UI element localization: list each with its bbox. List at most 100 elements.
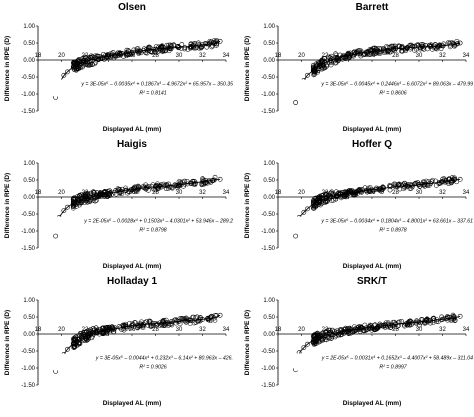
y-tick-label: 0.00 bbox=[23, 195, 35, 201]
y-tick-label: -1.00 bbox=[21, 366, 35, 372]
data-point bbox=[217, 38, 223, 44]
y-tick-label: 0.50 bbox=[263, 41, 275, 47]
data-point bbox=[406, 319, 412, 324]
chart-title: Holladay 1 bbox=[107, 276, 157, 287]
data-point bbox=[374, 185, 379, 191]
x-axis-label: Displayed AL (mm) bbox=[343, 126, 402, 133]
data-point bbox=[312, 72, 317, 77]
regression-equation: y = 3E-05x⁵ – 0.0035x⁴ + 0.1867x³ – 4.96… bbox=[80, 82, 233, 88]
data-point bbox=[140, 325, 146, 330]
data-point bbox=[87, 55, 93, 60]
data-point bbox=[339, 327, 345, 333]
chart-title: Haigis bbox=[117, 139, 147, 150]
data-point bbox=[386, 47, 392, 53]
x-tick-label: 20 bbox=[58, 53, 65, 59]
trend-line bbox=[297, 178, 461, 224]
data-point bbox=[311, 67, 316, 73]
data-point bbox=[134, 48, 140, 54]
data-point bbox=[144, 47, 149, 52]
x-tick-label: 22 bbox=[82, 53, 89, 59]
x-tick-label: 20 bbox=[298, 53, 305, 59]
data-point bbox=[80, 331, 86, 337]
data-point bbox=[104, 324, 110, 330]
data-point bbox=[333, 52, 339, 58]
data-point bbox=[457, 313, 463, 319]
data-point bbox=[144, 319, 150, 324]
y-tick-label: -0.50 bbox=[261, 75, 275, 81]
data-point bbox=[141, 46, 147, 52]
data-point bbox=[367, 323, 372, 329]
data-point bbox=[134, 189, 140, 194]
data-point bbox=[362, 322, 368, 328]
y-tick-label: 0.00 bbox=[263, 58, 275, 64]
x-tick-label: 18 bbox=[275, 327, 282, 333]
data-point bbox=[53, 233, 59, 239]
data-point bbox=[413, 320, 419, 326]
data-point bbox=[379, 189, 385, 194]
data-point bbox=[192, 179, 197, 184]
data-point bbox=[90, 189, 96, 195]
data-point bbox=[72, 67, 77, 73]
y-tick-label: 0.50 bbox=[23, 315, 35, 321]
data-point bbox=[106, 52, 112, 58]
data-point bbox=[311, 197, 317, 203]
data-point bbox=[421, 182, 427, 188]
data-point bbox=[398, 48, 404, 54]
x-tick-label: 34 bbox=[463, 327, 470, 333]
data-point bbox=[318, 60, 324, 65]
data-point bbox=[136, 184, 142, 190]
data-point bbox=[408, 319, 414, 325]
data-point bbox=[436, 42, 442, 48]
data-point bbox=[71, 340, 77, 346]
data-point bbox=[408, 185, 414, 191]
x-tick-label: 32 bbox=[439, 190, 446, 196]
data-point bbox=[130, 186, 136, 191]
y-tick-label: 0.00 bbox=[23, 58, 35, 64]
regression-equation: y = 3E-05x⁵ – 0.0045x⁴ + 0.2446x³ – 6.60… bbox=[320, 82, 473, 88]
data-point bbox=[343, 190, 349, 195]
data-point bbox=[358, 325, 363, 330]
chart-title: SRK/T bbox=[357, 276, 387, 287]
data-point bbox=[366, 326, 372, 331]
x-tick-label: 32 bbox=[199, 190, 206, 196]
data-point bbox=[187, 321, 193, 326]
y-tick-label: 0.50 bbox=[23, 178, 35, 184]
x-axis-label: Displayed AL (mm) bbox=[343, 263, 402, 270]
data-point bbox=[71, 344, 77, 350]
data-point bbox=[301, 345, 307, 350]
data-point bbox=[143, 182, 149, 188]
y-tick-label: 1.00 bbox=[23, 298, 35, 304]
data-point bbox=[324, 63, 329, 69]
data-point bbox=[98, 54, 104, 60]
data-point bbox=[310, 64, 316, 70]
x-tick-label: 18 bbox=[35, 53, 42, 59]
data-point bbox=[430, 177, 435, 183]
data-point bbox=[162, 321, 168, 327]
x-tick-label: 18 bbox=[35, 190, 42, 196]
x-tick-label: 28 bbox=[152, 190, 159, 196]
data-point bbox=[175, 183, 181, 189]
y-tick-label: -1.50 bbox=[261, 109, 275, 115]
data-point bbox=[451, 176, 457, 182]
x-tick-label: 20 bbox=[298, 327, 305, 333]
data-point bbox=[330, 191, 336, 197]
data-point bbox=[78, 196, 84, 201]
data-point bbox=[213, 39, 218, 45]
data-point bbox=[70, 60, 76, 66]
x-tick-label: 20 bbox=[298, 190, 305, 196]
data-point bbox=[402, 185, 408, 190]
r-squared: R² = 0.8978 bbox=[379, 228, 406, 234]
data-point bbox=[328, 190, 334, 196]
data-point bbox=[90, 333, 96, 339]
data-point bbox=[310, 62, 316, 68]
data-point bbox=[202, 41, 208, 46]
data-point bbox=[167, 42, 173, 48]
regression-equation: y = 2E-05x⁵ – 0.0028x⁴ + 0.1503x³ – 4.03… bbox=[83, 219, 233, 225]
data-point bbox=[84, 196, 89, 202]
data-point bbox=[318, 202, 323, 208]
data-point bbox=[311, 334, 316, 340]
data-point bbox=[208, 314, 214, 320]
data-point bbox=[451, 314, 457, 320]
x-tick-label: 28 bbox=[152, 53, 159, 59]
